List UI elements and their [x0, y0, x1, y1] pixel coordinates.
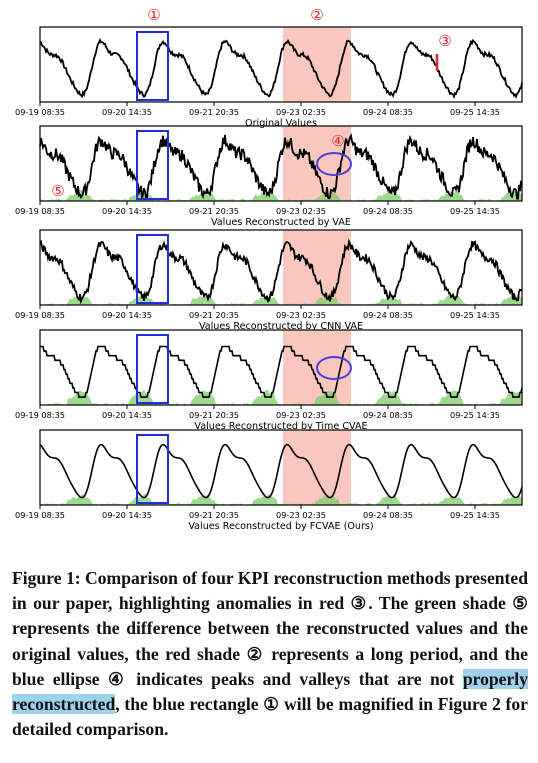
panel-frame [39, 329, 523, 406]
x-tick-label: 09-20 14:35 [102, 310, 152, 320]
marker-3: ③ [438, 32, 451, 50]
x-tick-label: 09-20 14:35 [102, 107, 152, 117]
x-tick-label: 09-24 08:35 [363, 310, 413, 320]
x-tick-label: 09-19 08:35 [15, 510, 65, 520]
unreconstructed-ellipse [316, 152, 352, 176]
x-tick-label: 09-24 08:35 [363, 410, 413, 420]
panel-frame [39, 229, 523, 306]
x-tick-label: 09-23 02:35 [276, 206, 326, 216]
x-tick-label: 09-23 02:35 [276, 310, 326, 320]
long-period-shade [283, 430, 351, 505]
marker-4: ④ [331, 132, 344, 150]
panel-time_cvae: 09-19 08:35 09-20 14:35 09-21 20:35 09-23 0… [15, 329, 523, 432]
x-tick-label: 09-19 08:35 [15, 107, 65, 117]
kpi-series-line [39, 443, 523, 499]
marker-5: ⑤ [51, 182, 64, 200]
panel-vae: 09-19 08:35 09-20 14:35 09-21 20:35 09-23 0… [15, 125, 523, 228]
caption-text-end: , the blue rectangle ① will be magnified… [12, 694, 528, 740]
x-tick-label: 09-21 20:35 [189, 510, 239, 520]
panel-title: Values Reconstructed by CNN VAE [199, 321, 363, 332]
caption-text-start: Figure 1: Comparison of four KPI reconst… [12, 568, 528, 689]
marker-1: ① [147, 6, 160, 24]
kpi-series-line [39, 238, 523, 305]
panel-fcvae: 09-19 08:35 09-20 14:35 09-21 20:35 09-23 0… [15, 429, 523, 532]
magnify-rectangle [136, 334, 169, 404]
x-tick-label: 09-24 08:35 [363, 510, 413, 520]
panel-frame [39, 429, 523, 506]
kpi-series-line [39, 133, 523, 200]
magnify-rectangle [136, 31, 169, 101]
x-tick-label: 09-19 08:35 [15, 206, 65, 216]
x-tick-label: 09-23 02:35 [276, 107, 326, 117]
panel-title: Values Reconstructed by VAE [211, 217, 351, 228]
x-tick-label: 09-23 02:35 [276, 510, 326, 520]
x-tick-label: 09-23 02:35 [276, 410, 326, 420]
x-tick-label: 09-25 14:35 [450, 410, 500, 420]
x-tick-label: 09-25 14:35 [450, 510, 500, 520]
x-tick-label: 09-25 14:35 [450, 310, 500, 320]
x-tick-label: 09-19 08:35 [15, 410, 65, 420]
x-tick-label: 09-25 14:35 [450, 107, 500, 117]
unreconstructed-ellipse [316, 356, 352, 380]
magnify-rectangle [136, 234, 169, 304]
marker-2: ② [310, 6, 323, 24]
kpi-comparison-figure: 09-19 08:35 09-20 14:35 09-21 20:35 09-23 0… [15, 6, 523, 532]
x-tick-label: 09-21 20:35 [189, 310, 239, 320]
x-tick-label: 09-21 20:35 [189, 206, 239, 216]
panel-title: Values Reconstructed by Time CVAE [194, 421, 367, 432]
panel-title: Values Reconstructed by FCVAE (Ours) [188, 521, 373, 532]
kpi-series-line [40, 345, 523, 398]
x-tick-label: 09-19 08:35 [15, 310, 65, 320]
panel-frame [39, 125, 523, 202]
kpi-series-line [39, 37, 523, 100]
x-tick-label: 09-25 14:35 [450, 206, 500, 216]
x-tick-label: 09-24 08:35 [363, 206, 413, 216]
panel-original: 09-19 08:35 09-20 14:35 09-21 20:35 09-23 0… [15, 26, 523, 129]
x-tick-label: 09-20 14:35 [102, 410, 152, 420]
magnify-rectangle [136, 434, 169, 504]
x-tick-label: 09-21 20:35 [189, 410, 239, 420]
panel-title: Original Values [245, 118, 317, 129]
magnify-rectangle [136, 130, 169, 200]
x-tick-label: 09-20 14:35 [102, 206, 152, 216]
figure-caption: Figure 1: Comparison of four KPI reconst… [12, 566, 528, 742]
x-tick-label: 09-21 20:35 [189, 107, 239, 117]
panel-cnn_vae: 09-19 08:35 09-20 14:35 09-21 20:35 09-23 0… [15, 229, 523, 332]
x-tick-label: 09-20 14:35 [102, 510, 152, 520]
x-tick-label: 09-24 08:35 [363, 107, 413, 117]
panel-frame [39, 26, 523, 103]
